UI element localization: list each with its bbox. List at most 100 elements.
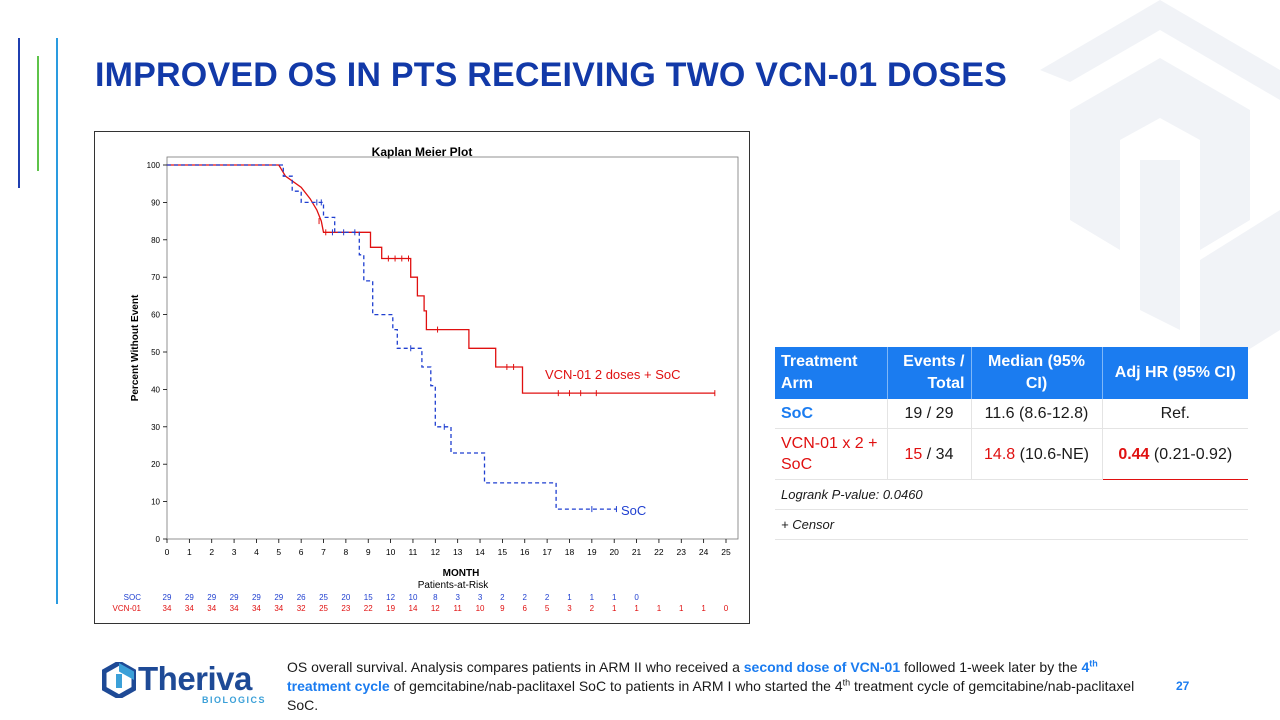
risk-value: 19 xyxy=(386,604,395,613)
risk-value: 1 xyxy=(657,604,662,613)
x-tick-label: 25 xyxy=(721,547,731,557)
risk-value: 29 xyxy=(207,593,216,602)
risk-table-title: Patients-at-Risk xyxy=(418,580,490,591)
kaplan-meier-plot: Kaplan Meier Plot 0102030405060708090100… xyxy=(113,145,739,613)
risk-value: 22 xyxy=(364,604,373,613)
y-tick-label: 20 xyxy=(151,460,160,469)
x-tick-label: 7 xyxy=(321,547,326,557)
risk-value: 29 xyxy=(252,593,261,602)
y-tick-label: 40 xyxy=(151,385,160,394)
risk-value: 1 xyxy=(634,604,639,613)
header-treatment-arm: Treatment Arm xyxy=(775,347,888,399)
table-row-logrank: Logrank P-value: 0.0460 xyxy=(775,479,1248,510)
x-tick-label: 17 xyxy=(542,547,552,557)
risk-value: 5 xyxy=(545,604,550,613)
events-vcn01-count: 15 xyxy=(904,445,923,463)
footnote-part-1: OS overall survival. Analysis compares p… xyxy=(287,659,744,675)
risk-value: 15 xyxy=(364,593,373,602)
risk-value: 1 xyxy=(679,604,684,613)
risk-value: 34 xyxy=(185,604,194,613)
risk-value: 2 xyxy=(545,593,550,602)
median-vcn01-value: 14.8 xyxy=(984,445,1016,463)
cell-hr-soc: Ref. xyxy=(1102,399,1248,429)
risk-value: 3 xyxy=(567,604,572,613)
risk-value: 0 xyxy=(724,604,729,613)
x-tick-label: 4 xyxy=(254,547,259,557)
x-tick-label: 15 xyxy=(498,547,508,557)
cell-events-soc: 19 / 29 xyxy=(887,399,972,429)
footnote-part-3-sup: th xyxy=(842,677,851,688)
x-tick-label: 18 xyxy=(565,547,575,557)
risk-value: 10 xyxy=(476,604,485,613)
x-tick-label: 12 xyxy=(431,547,441,557)
footnote-part-4: treatment cycle of gemcitabine/nab-pacli… xyxy=(287,678,1135,713)
series-label-soc: SoC xyxy=(621,503,646,518)
cell-median-vcn01: 14.8 (10.6-NE) xyxy=(971,428,1103,480)
footnote-highlight-cycle: treatment cycle xyxy=(287,678,390,694)
risk-value: 9 xyxy=(500,604,505,613)
x-tick-label: 6 xyxy=(299,547,304,557)
events-vcn01-total: / 34 xyxy=(922,445,954,463)
y-tick-label: 100 xyxy=(147,161,161,170)
footnote: OS overall survival. Analysis compares p… xyxy=(287,658,1157,715)
background-watermark xyxy=(1040,0,1280,380)
x-tick-label: 16 xyxy=(520,547,530,557)
hr-vcn01-ci: (0.21-0.92) xyxy=(1149,445,1233,463)
risk-value: 29 xyxy=(185,593,194,602)
x-tick-label: 3 xyxy=(232,547,237,557)
series-line-vcn01 xyxy=(167,164,715,394)
risk-value: 1 xyxy=(590,593,595,602)
risk-value: 23 xyxy=(341,604,350,613)
cell-median-soc: 11.6 (8.6-12.8) xyxy=(971,399,1103,429)
risk-value: 1 xyxy=(567,593,572,602)
y-tick-label: 50 xyxy=(151,348,160,357)
header-events-total: Events / Total xyxy=(887,347,972,399)
risk-value: 1 xyxy=(701,604,706,613)
accent-bar-blue xyxy=(18,38,20,188)
results-table: Treatment Arm Events / Total Median (95%… xyxy=(775,347,1248,540)
x-tick-label: 0 xyxy=(165,547,170,557)
risk-value: 29 xyxy=(163,593,172,602)
risk-value: 34 xyxy=(274,604,283,613)
risk-value: 3 xyxy=(455,593,460,602)
series-label-vcn01: VCN-01 2 doses + SoC xyxy=(545,367,680,382)
y-tick-label: 70 xyxy=(151,273,160,282)
risk-value: 34 xyxy=(163,604,172,613)
footnote-highlight-cycle-sup: th xyxy=(1089,658,1098,669)
risk-value: 14 xyxy=(409,604,418,613)
y-tick-label: 10 xyxy=(151,498,160,507)
kaplan-meier-figure: Kaplan Meier Plot 0 10 20 30 40 50 60 70 80 90 100… xyxy=(94,131,750,624)
y-tick-label: 0 xyxy=(156,535,161,544)
table-row-censor: + Censor xyxy=(775,509,1248,540)
censor-note: + Censor xyxy=(775,509,1248,540)
risk-value: 1 xyxy=(612,593,617,602)
risk-value: 34 xyxy=(252,604,261,613)
risk-value: 0 xyxy=(634,593,639,602)
risk-value: 2 xyxy=(590,604,595,613)
x-axis-label: MONTH xyxy=(443,568,480,579)
x-tick-label: 22 xyxy=(654,547,664,557)
x-tick-label: 10 xyxy=(386,547,396,557)
theriva-logo-icon xyxy=(102,662,136,698)
chart-title: Kaplan Meier Plot xyxy=(372,145,473,159)
cell-arm-vcn01: VCN-01 x 2 + SoC xyxy=(775,428,888,480)
x-tick-label: 8 xyxy=(344,547,349,557)
footnote-highlight-cycle-num: 4 xyxy=(1081,659,1090,675)
plot-area xyxy=(166,156,739,540)
risk-value: 20 xyxy=(341,593,350,602)
risk-value: 34 xyxy=(230,604,239,613)
header-adj-hr: Adj HR (95% CI) xyxy=(1102,347,1248,399)
y-tick-label: 80 xyxy=(151,236,160,245)
x-tick-label: 19 xyxy=(587,547,597,557)
risk-value: 1 xyxy=(612,604,617,613)
risk-row-label: VCN-01 xyxy=(113,604,142,613)
slide-title: IMPROVED OS IN PTS RECEIVING TWO VCN-01 … xyxy=(95,56,1008,94)
risk-value: 2 xyxy=(523,593,528,602)
risk-value: 34 xyxy=(207,604,216,613)
risk-value: 11 xyxy=(454,604,463,613)
y-tick-label: 30 xyxy=(151,423,160,432)
cell-hr-vcn01: 0.44 (0.21-0.92) xyxy=(1101,428,1248,480)
theriva-logo: Theriva BIOLOGICS xyxy=(102,660,265,708)
footnote-highlight-second-dose: second dose of VCN-01 xyxy=(743,659,901,675)
cell-events-vcn01: 15 / 34 xyxy=(887,428,972,480)
